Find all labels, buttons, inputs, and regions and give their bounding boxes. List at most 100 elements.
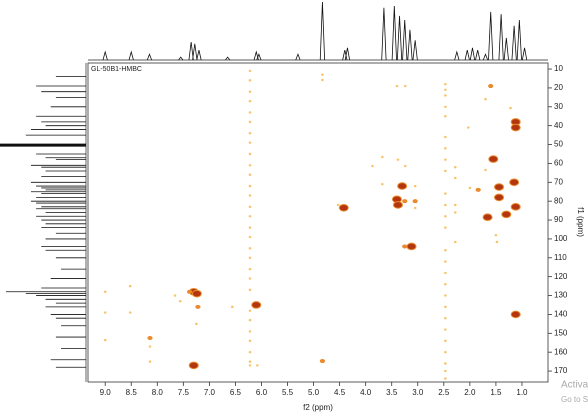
cross-peak	[482, 213, 493, 222]
cross-peak	[248, 215, 252, 218]
x-tick-label: 3.5	[386, 388, 398, 397]
cross-peak	[103, 311, 107, 314]
cross-peak	[381, 182, 384, 186]
cross-peak	[338, 203, 349, 212]
cross-peak	[444, 350, 447, 354]
y-tick-label: 40	[554, 121, 563, 130]
cross-peak	[444, 215, 447, 218]
y-tick-label: 80	[554, 196, 563, 205]
cross-peak	[248, 330, 252, 333]
cross-peak	[178, 300, 182, 303]
cross-peak	[395, 84, 399, 88]
x-tick-label: 1.0	[516, 388, 528, 397]
cross-peak	[412, 199, 418, 204]
y-tick-label: 100	[554, 234, 568, 243]
cross-peak	[148, 360, 152, 363]
proton-peak	[412, 40, 418, 61]
cross-peak	[444, 226, 447, 229]
cross-peak	[406, 242, 417, 251]
cross-peak	[484, 168, 487, 172]
cross-peak	[453, 176, 457, 180]
cross-peak	[444, 294, 447, 297]
proton-peak	[128, 50, 134, 61]
cross-peak	[509, 106, 512, 110]
x-tick-label: 7.5	[178, 388, 190, 397]
cross-peak	[248, 235, 252, 239]
proton-peak	[511, 25, 517, 61]
cross-peak	[248, 277, 252, 280]
cross-peak	[453, 211, 457, 214]
cross-peak	[321, 78, 324, 82]
cross-peak	[195, 304, 201, 309]
cross-peak	[321, 73, 324, 76]
chart-title: GL-50B1-HMBC	[91, 66, 142, 73]
cross-peak	[188, 361, 199, 370]
cross-peak	[248, 184, 252, 188]
y-tick-label: 130	[554, 291, 568, 300]
y-tick-label: 120	[554, 272, 568, 281]
cross-peak	[248, 99, 252, 103]
proton-peak	[188, 41, 194, 61]
x-tick-label: 2.0	[464, 388, 476, 397]
cross-peak	[191, 289, 202, 298]
cross-peak	[248, 350, 252, 354]
cross-peak	[248, 256, 252, 259]
proton-peak	[396, 15, 403, 61]
cross-peak	[195, 322, 198, 326]
proton-peak	[516, 19, 522, 61]
proton-peak	[454, 50, 460, 61]
cross-peak	[444, 328, 447, 331]
cross-peak	[403, 164, 407, 168]
cross-peak	[466, 126, 470, 129]
cross-peak	[444, 369, 447, 373]
cross-peak	[103, 338, 107, 342]
cross-peak	[413, 184, 417, 188]
cross-peak	[444, 88, 447, 92]
x-tick-label: 5.0	[308, 388, 320, 397]
cross-peak	[248, 141, 252, 144]
cross-peak	[453, 240, 457, 244]
cross-peak	[444, 249, 447, 252]
cross-peak	[468, 186, 472, 190]
y-tick-label: 140	[554, 310, 568, 319]
x-tick-label: 9.0	[100, 388, 112, 397]
cross-peak	[501, 210, 512, 219]
y-tick-label: 30	[554, 102, 563, 111]
cross-peak	[248, 152, 252, 156]
cross-peak	[248, 288, 252, 292]
proton-peak	[488, 11, 494, 61]
x-tick-label: 2.5	[438, 388, 450, 397]
cross-peak	[248, 111, 252, 114]
proton-peak	[178, 56, 184, 61]
proton-peak	[498, 14, 504, 61]
y-tick-label: 10	[554, 64, 563, 73]
cross-peak	[186, 289, 193, 294]
cross-peak	[248, 132, 252, 135]
proton-peak	[381, 7, 387, 61]
cross-peak	[256, 364, 259, 367]
cross-peak	[402, 244, 408, 249]
cross-peak	[148, 345, 152, 348]
plot-frame	[87, 62, 549, 383]
cross-peak	[494, 183, 505, 191]
cross-peak	[248, 226, 252, 229]
y-tick-label: 160	[554, 347, 568, 356]
cross-peak	[248, 364, 252, 367]
x-tick-label: 4.5	[334, 388, 346, 397]
cross-peak	[248, 309, 252, 312]
cross-peak	[397, 182, 408, 190]
y-tick-label: 70	[554, 177, 563, 186]
y-tick-label: 60	[554, 159, 563, 168]
proton-peak	[391, 6, 397, 61]
x-tick-label: 8.5	[126, 388, 138, 397]
proton-peak	[402, 19, 408, 61]
cross-peak	[248, 339, 252, 343]
cross-peak	[381, 155, 384, 159]
cross-peak	[231, 305, 234, 309]
proton-peak	[475, 50, 481, 61]
cross-peak	[494, 193, 505, 202]
proton-peak	[319, 1, 326, 61]
cross-peak	[444, 203, 447, 207]
cross-peak	[444, 283, 447, 286]
